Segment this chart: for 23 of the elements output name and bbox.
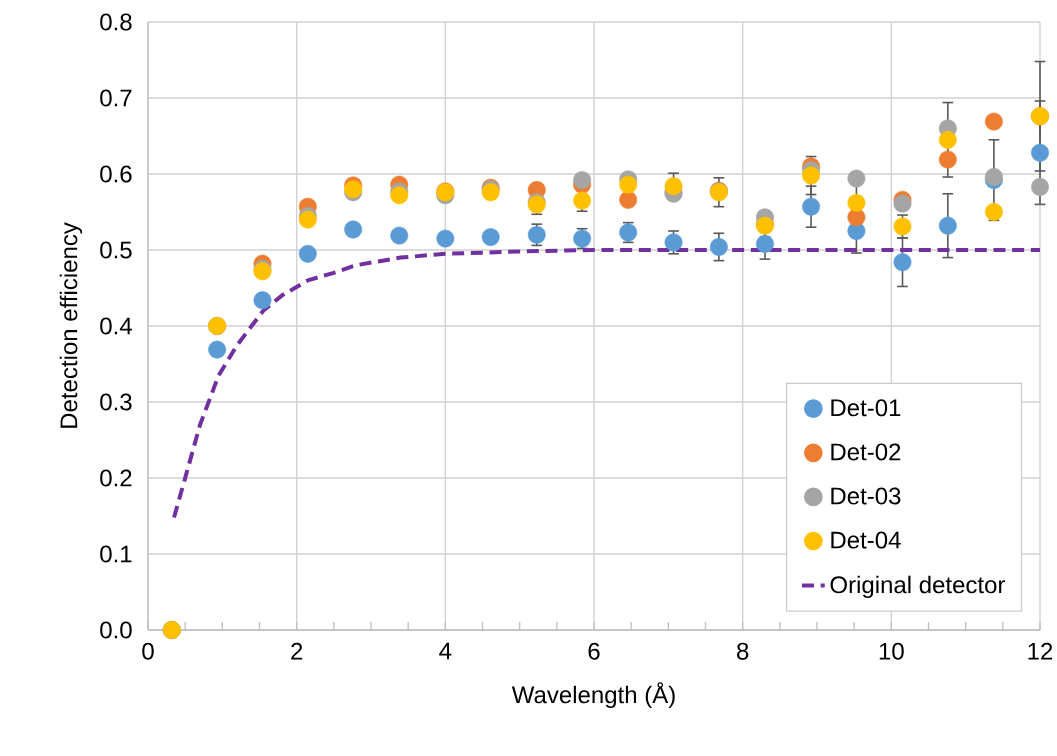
y-tick-label: 0.8 bbox=[100, 13, 132, 31]
y-tick-label: 0.1 bbox=[100, 545, 132, 563]
x-tick-label: 4 bbox=[439, 642, 452, 660]
y-tick-label: 0.5 bbox=[100, 241, 132, 259]
legend-label: Det-04 bbox=[831, 531, 901, 549]
y-tick-label: 0.7 bbox=[100, 89, 132, 107]
x-axis-title: Wavelength (Å) bbox=[511, 682, 675, 709]
y-tick-label: 0.3 bbox=[100, 393, 132, 411]
legend-label: Det-02 bbox=[831, 443, 901, 461]
x-tick-label: 12 bbox=[1028, 642, 1053, 660]
legend-label: Original detector bbox=[830, 575, 1006, 599]
legend-label: Det-01 bbox=[831, 399, 901, 417]
x-tick-label: 8 bbox=[737, 642, 749, 660]
x-tick-label: 6 bbox=[588, 642, 600, 660]
y-tick-label: 0.6 bbox=[100, 165, 132, 183]
y-tick-label: 0.2 bbox=[100, 469, 132, 487]
y-tick-label: 0.4 bbox=[100, 317, 132, 335]
y-tick-label: 0.0 bbox=[100, 621, 132, 639]
y-axis-title: Detection efficiency bbox=[59, 222, 83, 428]
x-tick-label: 10 bbox=[879, 642, 904, 660]
x-tick-label: 2 bbox=[291, 642, 303, 660]
x-tick-label: 0 bbox=[142, 642, 154, 660]
legend-label: Det-03 bbox=[831, 487, 901, 505]
